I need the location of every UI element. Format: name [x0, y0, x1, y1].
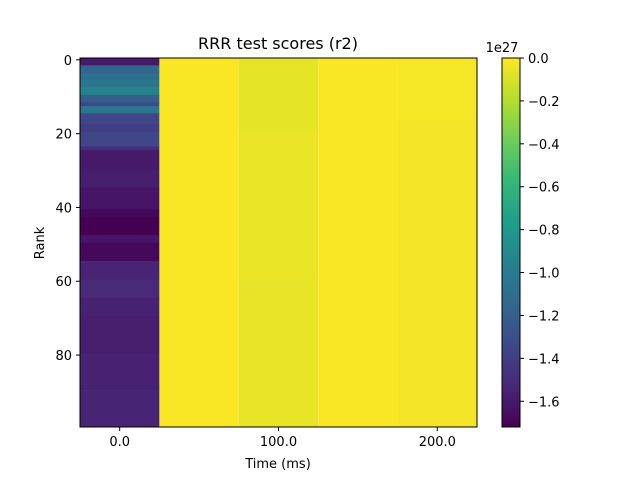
heatmap-cell	[80, 168, 160, 188]
heatmap-cell	[80, 209, 160, 217]
heatmap-cell	[80, 124, 160, 133]
heatmap-cell	[80, 131, 160, 147]
colorbar-tick-label: −1.2	[528, 309, 560, 324]
x-tick-label: 200.0	[419, 435, 456, 450]
y-tick-label: 60	[55, 275, 72, 290]
heatmap-cell	[238, 279, 319, 428]
colorbar-tick-label: −1.4	[528, 352, 560, 367]
heatmap-cell	[80, 242, 160, 262]
x-tick-label: 0.0	[109, 435, 130, 450]
heatmap-cell	[80, 297, 160, 317]
colorbar-tick-label: −1.0	[528, 267, 560, 282]
x-tick-label: 100.0	[260, 435, 297, 450]
heatmap-cell	[80, 94, 160, 103]
chart-title: RRR test scores (r2)	[198, 34, 358, 53]
heatmap-cell	[397, 120, 477, 428]
colorbar-tick-label: −0.4	[528, 138, 560, 153]
heatmap-cell	[80, 72, 160, 81]
heatmap-cell	[238, 58, 319, 133]
heatmap-cell	[80, 80, 160, 88]
x-axis-ticks: 0.0 100.0 200.0	[109, 427, 456, 450]
heatmap-cell	[80, 58, 160, 66]
heatmap-cell	[80, 146, 160, 151]
heatmap-cell	[80, 65, 160, 74]
heatmap-cell	[318, 58, 398, 428]
heatmap-cell	[80, 279, 160, 299]
colorbar-tick-label: 0.0	[528, 52, 549, 67]
y-tick-label: 80	[55, 349, 72, 364]
colorbar	[501, 57, 521, 428]
y-axis-label: Rank	[33, 226, 48, 259]
heatmap-cell	[80, 216, 160, 236]
heatmap-cell	[80, 316, 160, 354]
y-tick-label: 0	[64, 54, 72, 69]
y-tick-label: 20	[55, 128, 72, 143]
heatmap-cell	[80, 113, 160, 125]
x-axis-label: Time (ms)	[244, 457, 311, 472]
colorbar-tick-label: −0.6	[528, 181, 560, 196]
heatmap-cell	[159, 58, 239, 428]
heatmap-cell	[80, 260, 160, 280]
heatmap-cell	[80, 187, 160, 210]
heatmap-cell	[397, 58, 477, 122]
heatmap-cell	[80, 235, 160, 243]
heatmap-cell	[80, 105, 160, 114]
heatmap-cell	[80, 87, 160, 96]
heatmap-cell	[80, 150, 160, 169]
y-axis-ticks: 0 20 40 60 80	[55, 54, 80, 364]
heatmap-cells	[80, 58, 477, 428]
colorbar-tick-label: −0.2	[528, 95, 560, 110]
heatmap-cell	[80, 102, 160, 107]
colorbar-tick-label: −1.6	[528, 395, 560, 410]
heatmap-cell	[80, 390, 160, 428]
colorbar-offset-text: 1e27	[486, 41, 519, 56]
colorbar-tick-label: −0.8	[528, 224, 560, 239]
heatmap-cell	[80, 353, 160, 391]
colorbar-ticks: 0.0 −0.2 −0.4 −0.6 −0.8 −1.0 −1.2 −1.4 −1.6	[520, 52, 560, 410]
y-tick-label: 40	[55, 201, 72, 216]
heatmap-cell	[238, 131, 319, 280]
